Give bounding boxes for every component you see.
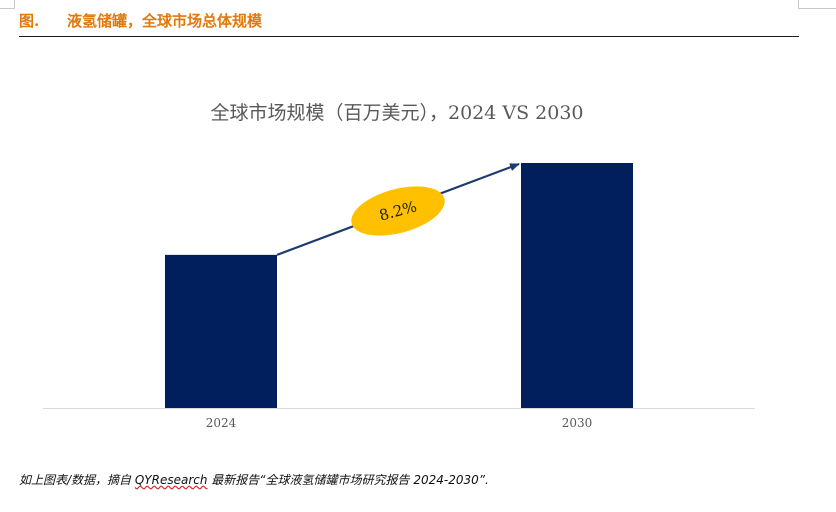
x-tick-labels: 2024 2030: [206, 416, 593, 430]
chart-title: 全球市场规模（百万美元），2024 VS 2030: [210, 102, 583, 124]
figure-number: 图.: [19, 12, 40, 30]
bar-2024: [165, 254, 277, 408]
footnote-source: QYResearch: [134, 473, 208, 487]
cagr-badge: [351, 186, 445, 236]
figure-title: 液氢储罐，全球市场总体规模: [67, 12, 263, 30]
footnote-suffix: 最新报告“全球液氢储罐市场研究报告 2024-2030”.: [207, 473, 489, 487]
x-tick-label: 2024: [206, 416, 237, 430]
bar-2030: [521, 163, 633, 408]
page-corner-mark-right: [798, 0, 836, 9]
page-corner-mark-left: [0, 0, 15, 9]
bars-group: [165, 163, 633, 408]
footnote-prefix: 如上图表/数据，摘自: [19, 473, 135, 487]
figure-header: 图. 液氢储罐，全球市场总体规模: [19, 10, 799, 37]
x-tick-label: 2030: [562, 416, 593, 430]
source-footnote: 如上图表/数据，摘自 QYResearch 最新报告“全球液氢储罐市场研究报告 …: [19, 471, 489, 488]
